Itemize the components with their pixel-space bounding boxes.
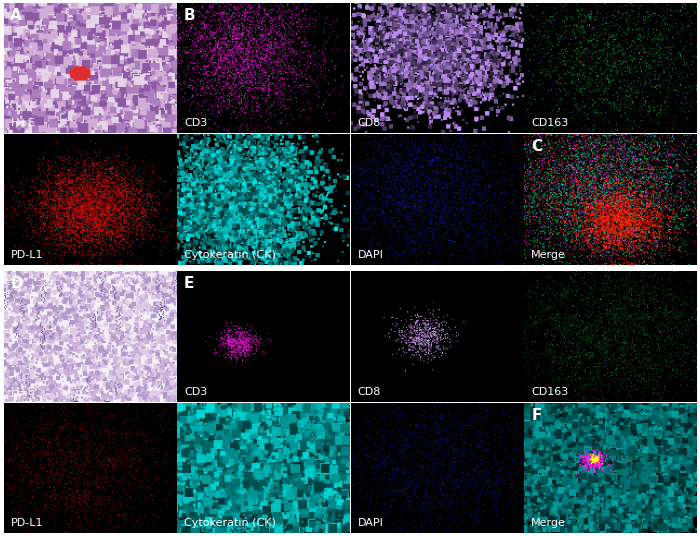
Text: H+E: H+E (10, 386, 35, 397)
Text: DAPI: DAPI (358, 518, 384, 528)
Text: CD163: CD163 (531, 386, 568, 397)
Text: A: A (10, 8, 22, 23)
Text: B: B (184, 8, 195, 23)
Text: Cytokeratin (CK): Cytokeratin (CK) (184, 518, 276, 528)
Text: Merge: Merge (531, 518, 566, 528)
Text: PD-L1: PD-L1 (10, 518, 43, 528)
Text: H+E: H+E (10, 118, 35, 128)
Text: CD3: CD3 (184, 386, 207, 397)
Text: E: E (184, 277, 195, 292)
Text: DAPI: DAPI (358, 249, 384, 259)
Text: PD-L1: PD-L1 (10, 249, 43, 259)
Text: C: C (531, 139, 542, 154)
Text: CD3: CD3 (184, 118, 207, 128)
Text: CD8: CD8 (358, 386, 381, 397)
Text: Cytokeratin (CK): Cytokeratin (CK) (184, 249, 276, 259)
Text: CD163: CD163 (531, 118, 568, 128)
Text: Merge: Merge (531, 249, 566, 259)
Text: CD8: CD8 (358, 118, 381, 128)
Text: F: F (531, 408, 542, 423)
Text: D: D (10, 277, 23, 292)
